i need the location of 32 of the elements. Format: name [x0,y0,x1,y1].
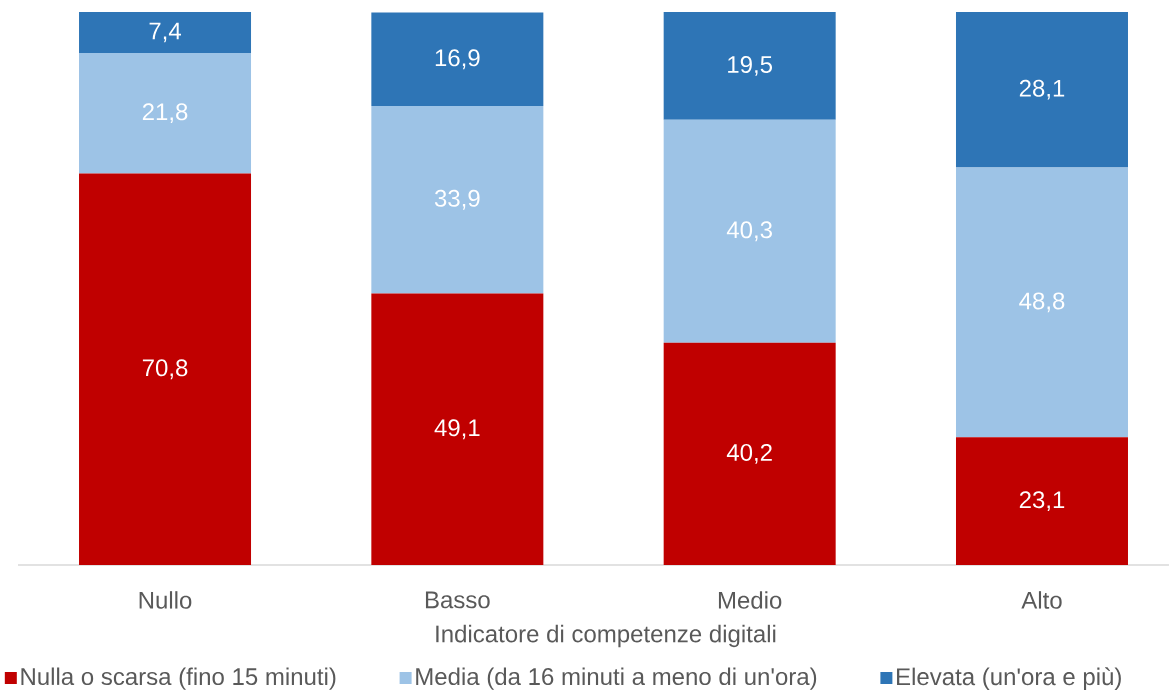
bar [955,437,1128,565]
legend-label: Media (da 16 minuti a meno di un'ora) [416,667,817,690]
x-tick-label: Basso [425,591,490,609]
legend-label: Elevata (un'ora e più) [897,667,1121,690]
data-label: 33,9 [434,189,480,210]
x-tick-label: Alto [1021,591,1062,609]
bar [663,119,836,343]
data-label: 7,4 [149,22,182,43]
x-tick-label: Medio [718,591,782,609]
bar [663,342,836,565]
bar [955,11,1128,168]
bar [79,11,252,53]
bar [79,52,252,174]
legend-label: Nulla o scarsa (fino 15 minuti) [21,667,336,690]
data-label: 28,1 [1019,79,1065,100]
data-label: 21,8 [142,103,188,124]
data-label: 40,3 [726,221,772,242]
bar [371,106,544,294]
x-tick-label: Nullo [139,591,192,609]
data-label: 16,9 [435,49,480,70]
data-label: 19,5 [728,55,773,76]
data-label: 23,1 [1019,491,1065,512]
x-axis-title: Indicatore di competenze digitali [436,624,776,648]
data-label: 49,1 [434,419,480,440]
bar [79,173,252,565]
data-label: 40,2 [726,443,772,464]
bar [955,167,1128,438]
bar [663,11,836,120]
bar [371,293,544,565]
bar [371,12,544,106]
data-label: 70,8 [142,359,188,380]
data-label: 48,8 [1019,292,1065,313]
